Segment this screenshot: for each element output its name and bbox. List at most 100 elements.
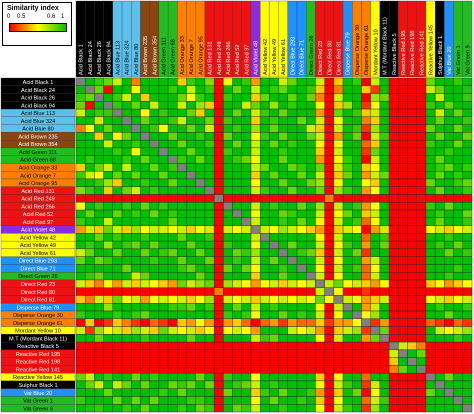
heatmap-cell bbox=[140, 116, 150, 125]
heatmap-cell bbox=[296, 404, 307, 413]
heatmap-cell bbox=[149, 396, 160, 405]
heatmap-cell bbox=[388, 77, 399, 86]
heatmap-cell bbox=[149, 310, 160, 319]
column-label: Acid Green 68 bbox=[171, 39, 177, 75]
heatmap-cell bbox=[462, 256, 473, 265]
heatmap-diagonal-cell bbox=[324, 287, 335, 296]
heatmap-cell bbox=[444, 209, 454, 219]
heatmap-cell bbox=[250, 77, 261, 86]
heatmap-cell bbox=[85, 202, 95, 211]
heatmap-cell bbox=[269, 279, 279, 288]
heatmap-cell bbox=[177, 101, 187, 110]
heatmap-cell bbox=[204, 388, 215, 397]
heatmap-cell bbox=[296, 202, 307, 211]
heatmap-cell bbox=[370, 132, 381, 141]
heatmap-cell bbox=[444, 396, 454, 405]
heatmap-cell bbox=[269, 147, 279, 156]
heatmap-cell bbox=[250, 303, 261, 312]
heatmap-cell bbox=[296, 116, 307, 125]
heatmap-cell bbox=[241, 279, 252, 288]
heatmap-cell bbox=[103, 341, 114, 351]
heatmap-cell bbox=[361, 155, 371, 164]
heatmap-cell bbox=[453, 77, 463, 86]
heatmap-cell bbox=[223, 404, 233, 413]
heatmap-cell bbox=[177, 77, 187, 86]
column-label: Direct Blue 293 bbox=[290, 37, 296, 75]
heatmap-cell bbox=[352, 132, 362, 141]
heatmap-cell bbox=[342, 318, 353, 327]
heatmap-cell bbox=[158, 380, 169, 389]
heatmap-cell bbox=[379, 341, 390, 351]
heatmap-cell bbox=[306, 147, 316, 156]
heatmap-cell bbox=[186, 108, 196, 118]
heatmap-cell bbox=[315, 194, 325, 203]
heatmap-cell bbox=[296, 341, 307, 351]
heatmap-cell bbox=[462, 318, 473, 327]
heatmap-cell bbox=[140, 108, 150, 118]
heatmap-cell bbox=[462, 101, 473, 110]
heatmap-cell bbox=[131, 155, 141, 164]
heatmap-cell bbox=[425, 365, 436, 374]
row-label: Acid Yellow 42 bbox=[20, 235, 56, 241]
heatmap-cell bbox=[204, 256, 215, 265]
column-label: Reactive Red 198 bbox=[410, 31, 416, 75]
heatmap-cell bbox=[416, 396, 427, 405]
column-label: Reactive Red 141 bbox=[419, 31, 425, 75]
heatmap-cell bbox=[121, 155, 132, 164]
heatmap-cell bbox=[379, 380, 390, 389]
heatmap-cell bbox=[259, 295, 270, 304]
heatmap-cell bbox=[167, 101, 178, 110]
heatmap-cell bbox=[140, 380, 150, 389]
heatmap-cell bbox=[167, 365, 178, 374]
heatmap-cell bbox=[241, 310, 252, 319]
heatmap-cell bbox=[103, 388, 114, 397]
heatmap-cell bbox=[416, 271, 427, 281]
heatmap-cell bbox=[112, 279, 123, 288]
heatmap-cell bbox=[167, 357, 178, 366]
heatmap-cell bbox=[131, 341, 141, 351]
heatmap-cell bbox=[140, 341, 150, 351]
heatmap-cell bbox=[453, 147, 463, 156]
heatmap-cell bbox=[370, 186, 381, 195]
heatmap-cell bbox=[416, 202, 427, 211]
heatmap-cell bbox=[204, 287, 215, 296]
heatmap-cell bbox=[223, 101, 233, 110]
heatmap-cell bbox=[333, 155, 344, 164]
heatmap-cell bbox=[85, 310, 95, 319]
heatmap-cell bbox=[121, 209, 132, 219]
heatmap-cell bbox=[352, 404, 362, 413]
heatmap-cell bbox=[195, 279, 206, 288]
heatmap-cell bbox=[195, 341, 206, 351]
heatmap-cell bbox=[398, 225, 408, 234]
heatmap-cell bbox=[259, 108, 270, 118]
heatmap-cell bbox=[167, 139, 178, 149]
heatmap-cell bbox=[131, 108, 141, 118]
heatmap-cell bbox=[407, 108, 417, 118]
heatmap-cell bbox=[342, 209, 353, 219]
heatmap-cell bbox=[287, 326, 298, 335]
heatmap-cell bbox=[444, 225, 454, 234]
heatmap-cell bbox=[232, 225, 242, 234]
heatmap-cell bbox=[259, 147, 270, 156]
heatmap-cell bbox=[407, 85, 417, 94]
heatmap-cell bbox=[324, 271, 335, 281]
heatmap-cell bbox=[250, 163, 261, 172]
heatmap-cell bbox=[223, 132, 233, 141]
heatmap-cell bbox=[361, 85, 371, 94]
heatmap-cell bbox=[361, 248, 371, 257]
heatmap-cell bbox=[186, 310, 196, 319]
heatmap-diagonal-cell bbox=[131, 124, 141, 133]
heatmap-cell bbox=[333, 217, 344, 226]
heatmap-cell bbox=[167, 233, 178, 242]
heatmap-cell bbox=[361, 209, 371, 219]
heatmap-cell bbox=[434, 318, 445, 327]
heatmap-cell bbox=[186, 77, 196, 86]
heatmap-cell bbox=[379, 132, 390, 141]
heatmap-cell bbox=[213, 279, 224, 288]
heatmap-cell bbox=[269, 404, 279, 413]
heatmap-cell bbox=[223, 171, 233, 180]
heatmap-cell bbox=[453, 248, 463, 257]
heatmap-cell bbox=[306, 139, 316, 149]
heatmap-cell bbox=[195, 248, 206, 257]
heatmap-cell bbox=[241, 240, 252, 250]
